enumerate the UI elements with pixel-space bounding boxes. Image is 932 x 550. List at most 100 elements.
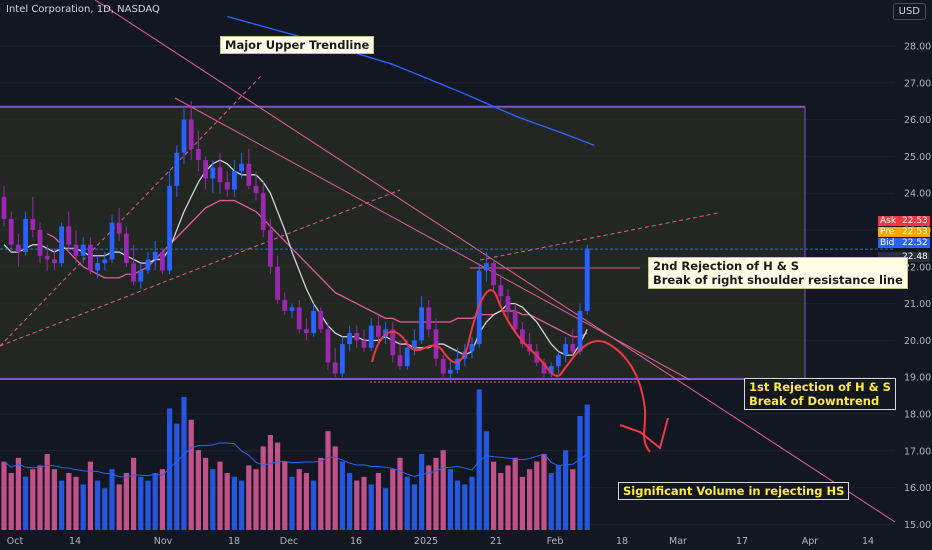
candle-body (512, 310, 518, 330)
price-tick-label: 26.00 (904, 115, 931, 126)
volume-bar (311, 480, 317, 530)
quote-tag-label: Bid (880, 238, 895, 248)
quote-tag-value: 22.48 (902, 252, 928, 262)
candle-body (426, 307, 432, 330)
volume-bar (426, 465, 432, 530)
candle-body (548, 366, 554, 374)
volume-bar (44, 454, 50, 530)
volume-bar (123, 473, 129, 530)
candle-body (419, 307, 424, 341)
time-tick-label: 2025 (414, 536, 438, 547)
candle-body (455, 358, 460, 370)
candle-body (23, 218, 28, 253)
volume-bar (95, 480, 101, 530)
volume-bar (80, 484, 86, 530)
candle-body (412, 340, 417, 348)
candle-body (131, 263, 136, 282)
candle-body (563, 344, 568, 356)
price-tick-label: 27.00 (904, 78, 931, 89)
volume-bar (368, 484, 374, 530)
volume-bar (383, 488, 389, 530)
volume-bar (260, 446, 266, 530)
candle-body (556, 355, 561, 367)
volume-bar (282, 461, 288, 530)
volume-bar (159, 469, 165, 530)
candle-body (124, 233, 129, 264)
volume-bar (419, 454, 425, 530)
candle-body (160, 252, 165, 271)
range-box (0, 106, 805, 380)
candle-body (109, 222, 115, 260)
volume-bar (527, 469, 533, 530)
major-downtrend-line (94, 0, 896, 523)
volume-bar (347, 473, 353, 530)
volume-bar (116, 484, 122, 530)
volume-bar (390, 469, 396, 530)
quote-tag-label: Pre (880, 227, 895, 237)
volume-bar (138, 476, 144, 530)
volume-bar (361, 476, 367, 530)
volume-bar (217, 461, 223, 530)
candle-body (325, 329, 331, 363)
candle-body (224, 182, 230, 190)
candle-body (52, 259, 57, 264)
volume-bar (318, 457, 324, 530)
first-rejection-line1: 1st Rejection of H & S (749, 380, 891, 394)
time-tick-label: 14 (862, 536, 874, 547)
first-rejection-label: 1st Rejection of H & S Break of Downtren… (744, 378, 896, 410)
candle-body (448, 369, 453, 374)
volume-note-label: Significant Volume in rejecting HS (618, 482, 850, 500)
volume-bar (145, 480, 151, 530)
volume-bar (66, 473, 72, 530)
volume-bar (30, 469, 36, 530)
candle-body (484, 263, 489, 271)
volume-bar (303, 473, 309, 530)
volume-bar (275, 442, 281, 530)
volume-bar (447, 469, 453, 530)
candle-body (347, 333, 352, 345)
volume-bar (59, 480, 65, 530)
rising-dashed-line (479, 212, 719, 261)
candle-body (318, 310, 324, 330)
candle-body (260, 193, 266, 230)
volume-bar (224, 473, 230, 530)
volume-bar (195, 450, 201, 530)
candle-body (304, 329, 309, 334)
candle-body (37, 230, 43, 256)
currency-button[interactable]: USD (892, 3, 926, 20)
candle-body (102, 259, 108, 264)
candle-body (73, 244, 79, 256)
volume-bar (289, 476, 295, 530)
volume-bar (246, 465, 252, 530)
quote-tag: Ask 22.53 (878, 216, 930, 226)
volume-bar (411, 484, 417, 530)
time-tick-label: Feb (547, 536, 564, 547)
time-tick-label: 18 (616, 536, 628, 547)
volume-bar (239, 480, 245, 530)
candle-body (203, 160, 208, 179)
candle-body (66, 226, 72, 245)
candle-body (340, 344, 345, 374)
candle-body (138, 270, 144, 282)
candle-body (520, 329, 525, 345)
candle-body (433, 329, 439, 359)
candle-body (397, 355, 403, 367)
volume-bar (462, 484, 468, 530)
candle-body (1, 196, 7, 219)
candle-body (8, 218, 14, 245)
candle-body (44, 255, 50, 260)
candle-body (210, 167, 216, 179)
volume-bar (512, 457, 518, 530)
quote-tag-label: Ask (880, 216, 897, 226)
volume-bar (483, 431, 489, 530)
secondary-downtrend-line (174, 97, 691, 381)
volume-bar (548, 473, 554, 530)
candle-body (383, 329, 388, 337)
volume-bar (37, 465, 43, 530)
channel-dashed-line (0, 189, 401, 347)
volume-bar (267, 435, 273, 530)
candle-body (469, 344, 475, 352)
candle-body (311, 310, 316, 334)
volume-bar (131, 457, 137, 530)
